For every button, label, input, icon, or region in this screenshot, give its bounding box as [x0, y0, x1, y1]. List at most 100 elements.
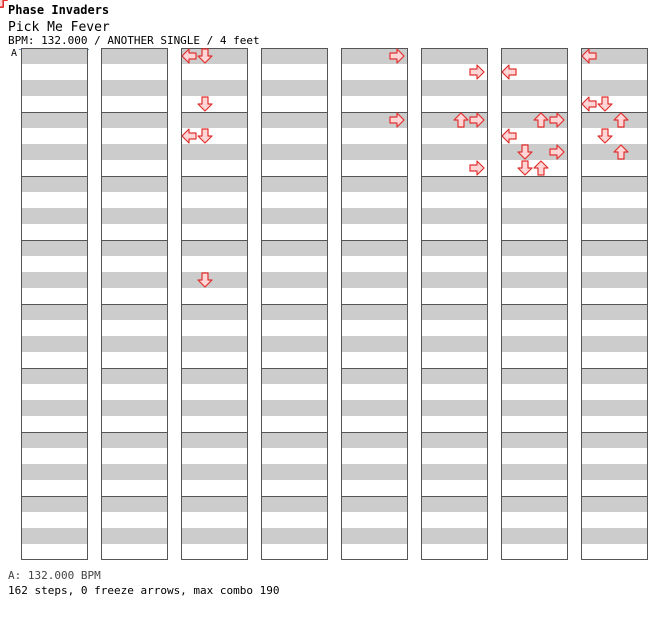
measure-stripe [581, 48, 648, 64]
measure-stripe [501, 336, 568, 352]
measure-stripe [581, 304, 648, 320]
measure-stripe [581, 240, 648, 256]
measure-stripe [341, 144, 408, 160]
measure-stripe [261, 304, 328, 320]
down-arrow-icon [197, 48, 213, 64]
left-arrow-icon [181, 128, 197, 144]
chart-column-frame [341, 48, 408, 560]
measure-stripe [501, 496, 568, 512]
song-meta: BPM: 132.000 / ANOTHER SINGLE / 4 feet [8, 34, 260, 47]
measure-stripe [341, 80, 408, 96]
chart-column-frame [501, 48, 568, 560]
measure-stripe [21, 368, 88, 384]
measure-stripe [341, 240, 408, 256]
measure-stripe [261, 112, 328, 128]
measure-stripe [501, 432, 568, 448]
measure-stripe [581, 272, 648, 288]
measure-stripe [501, 400, 568, 416]
left-arrow-icon [581, 48, 597, 64]
footer-bpm: A: 132.000 BPM [8, 569, 101, 582]
measure-stripe [181, 176, 248, 192]
measure-stripe [181, 400, 248, 416]
measure-stripe [501, 80, 568, 96]
measure-stripe [581, 528, 648, 544]
measure-stripe [581, 400, 648, 416]
measure-stripe [181, 48, 248, 64]
chart-column-frame [101, 48, 168, 560]
left-arrow-icon [581, 96, 597, 112]
chart-column-frame [21, 48, 88, 560]
measure-stripe [101, 528, 168, 544]
left-arrow-icon [501, 64, 517, 80]
measure-stripe [581, 432, 648, 448]
measure-stripe [341, 112, 408, 128]
measure-stripe [101, 432, 168, 448]
measure-stripe [181, 464, 248, 480]
measure-stripe [101, 144, 168, 160]
measure-stripe [21, 528, 88, 544]
footer-stats: 162 steps, 0 freeze arrows, max combo 19… [8, 584, 280, 597]
measure-stripe [421, 432, 488, 448]
measure-stripe [101, 400, 168, 416]
measure-stripe [181, 304, 248, 320]
measure-stripe [341, 432, 408, 448]
measure-stripe [501, 528, 568, 544]
measure-stripe [181, 112, 248, 128]
measure-stripe [261, 80, 328, 96]
measure-stripe [21, 336, 88, 352]
undefined-arrow-icon [0, 0, 8, 8]
measure-stripe [21, 496, 88, 512]
measure-stripe [101, 368, 168, 384]
song-title: Pick Me Fever [8, 20, 110, 35]
measure-stripe [261, 400, 328, 416]
measure-stripe [581, 496, 648, 512]
measure-stripe [501, 240, 568, 256]
measure-stripe [21, 400, 88, 416]
measure-stripe [581, 368, 648, 384]
down-arrow-icon [197, 128, 213, 144]
down-arrow-icon [517, 144, 533, 160]
measure-stripe [341, 272, 408, 288]
measure-stripe [101, 496, 168, 512]
measure-stripe [581, 176, 648, 192]
measure-stripe [21, 240, 88, 256]
measure-stripe [501, 272, 568, 288]
measure-stripe [341, 176, 408, 192]
up-arrow-icon [453, 112, 469, 128]
measure-stripe [181, 80, 248, 96]
measure-stripe [101, 80, 168, 96]
measure-stripe [421, 176, 488, 192]
measure-stripe [261, 272, 328, 288]
measure-stripe [261, 176, 328, 192]
measure-stripe [181, 432, 248, 448]
measure-stripe [261, 144, 328, 160]
measure-stripe [21, 304, 88, 320]
bpm-marker: A [11, 48, 18, 59]
measure-stripe [501, 304, 568, 320]
measure-stripe [181, 336, 248, 352]
measure-stripe [341, 368, 408, 384]
right-arrow-icon [389, 112, 405, 128]
measure-stripe [341, 496, 408, 512]
measure-stripe [501, 144, 568, 160]
measure-stripe [181, 208, 248, 224]
measure-stripe [101, 464, 168, 480]
down-arrow-icon [517, 160, 533, 176]
measure-stripe [341, 336, 408, 352]
song-artist: Phase Invaders [8, 3, 110, 17]
measure-stripe [421, 144, 488, 160]
up-arrow-icon [533, 112, 549, 128]
measure-stripe [261, 48, 328, 64]
measure-stripe [101, 240, 168, 256]
measure-stripe [261, 464, 328, 480]
up-arrow-icon [613, 112, 629, 128]
measure-stripe [21, 144, 88, 160]
down-arrow-icon [197, 96, 213, 112]
right-arrow-icon [389, 48, 405, 64]
measure-stripe [341, 208, 408, 224]
measure-stripe [581, 208, 648, 224]
measure-stripe [21, 464, 88, 480]
chart-column-frame [181, 48, 248, 560]
measure-stripe [421, 464, 488, 480]
